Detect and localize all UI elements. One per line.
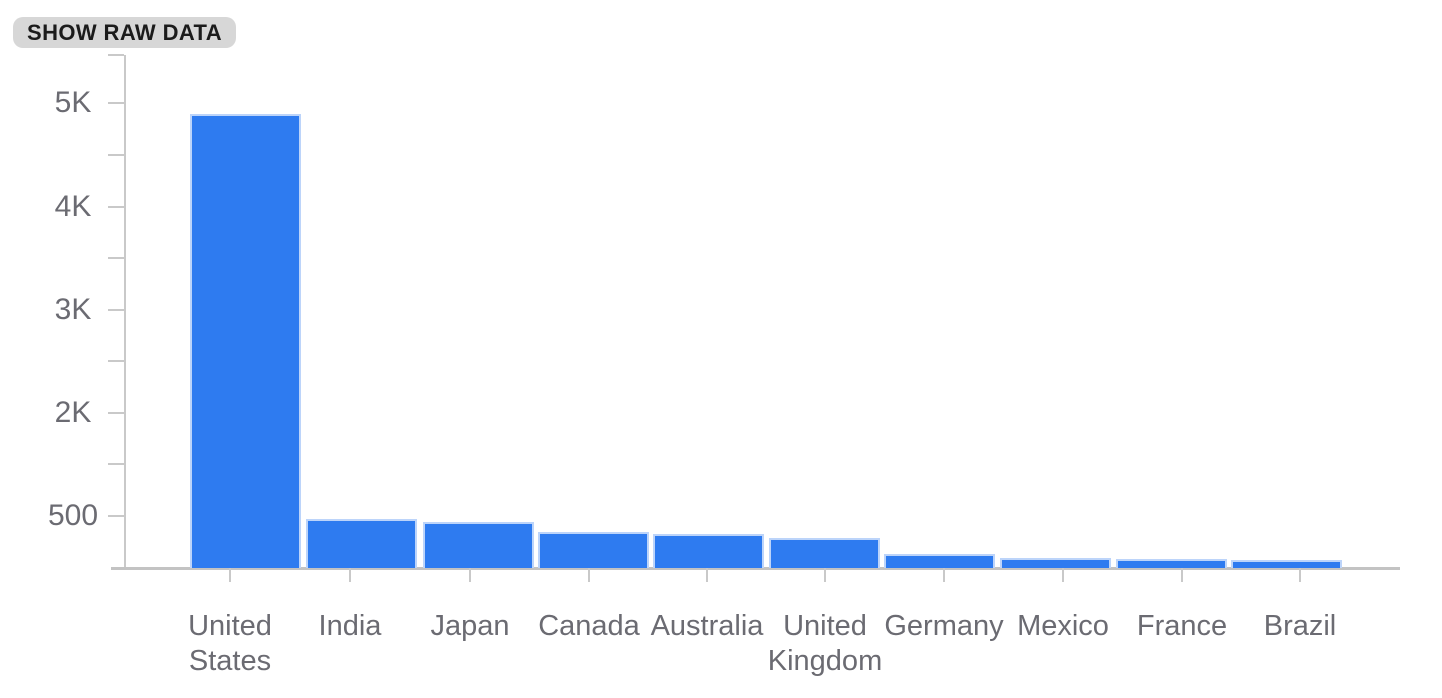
bar[interactable]: [653, 534, 764, 568]
show-raw-data-button[interactable]: SHOW RAW DATA: [13, 17, 237, 48]
y-axis-tick-label: 4K: [54, 190, 92, 223]
x-axis-label: Brazil: [1263, 610, 1337, 642]
x-axis-tick: [943, 568, 945, 582]
bar[interactable]: [769, 538, 880, 568]
x-axis-label: Australia: [650, 610, 764, 642]
x-axis-tick: [824, 568, 826, 582]
x-axis-label: United States: [188, 610, 272, 677]
x-axis-tick: [706, 568, 708, 582]
x-axis-label: India: [318, 610, 382, 642]
x-axis-label: France: [1136, 610, 1228, 642]
y-axis-tick: [108, 515, 124, 517]
y-axis-tick: [108, 102, 124, 104]
y-axis-minor-tick: [108, 257, 124, 259]
y-axis-tick-label: 3K: [54, 293, 92, 326]
y-axis-tick-label: 2K: [54, 396, 92, 429]
bar[interactable]: [306, 519, 417, 568]
x-axis-label: Canada: [538, 610, 640, 642]
y-axis-minor-tick: [108, 154, 124, 156]
x-axis-label: Japan: [430, 610, 510, 642]
bar[interactable]: [190, 114, 301, 568]
y-axis-tick-label: 5K: [54, 86, 92, 119]
x-axis-tick: [229, 568, 231, 582]
x-axis-label: United Kingdom: [767, 610, 883, 677]
x-axis-tick: [469, 568, 471, 582]
y-axis-minor-tick: [108, 463, 124, 465]
x-axis-label: Germany: [884, 610, 1004, 642]
bar[interactable]: [423, 522, 534, 568]
x-axis-tick: [1299, 568, 1301, 582]
y-axis-tick: [108, 412, 124, 414]
x-axis-label: Mexico: [1017, 610, 1109, 642]
bar[interactable]: [1231, 560, 1342, 568]
bar[interactable]: [1116, 559, 1227, 568]
x-axis-tick: [1181, 568, 1183, 582]
bar[interactable]: [1000, 558, 1111, 568]
y-axis-tick: [108, 309, 124, 311]
y-axis-minor-tick: [108, 54, 124, 56]
bar[interactable]: [884, 554, 995, 568]
y-axis-line: [124, 55, 126, 568]
x-axis-tick: [1062, 568, 1064, 582]
y-axis-tick-label: 500: [47, 499, 99, 532]
x-axis-line: [111, 567, 1400, 570]
y-axis-tick: [108, 206, 124, 208]
y-axis-minor-tick: [108, 360, 124, 362]
x-axis-tick: [349, 568, 351, 582]
bar[interactable]: [538, 532, 649, 568]
x-axis-tick: [588, 568, 590, 582]
